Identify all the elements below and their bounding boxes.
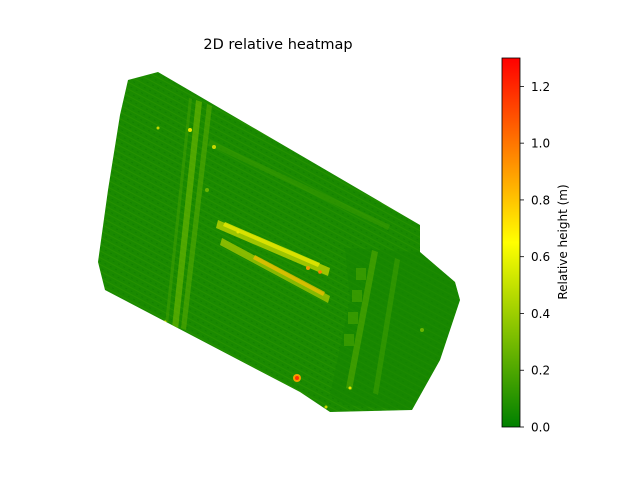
strip-left-2 bbox=[181, 104, 212, 330]
colorbar-tick-label: 1.0 bbox=[531, 137, 550, 151]
hotspot-9 bbox=[324, 405, 328, 409]
heatmap-area bbox=[98, 72, 460, 412]
ridge-upper bbox=[208, 140, 390, 230]
chart-title: 2D relative heatmap bbox=[203, 37, 352, 53]
hotspot-11 bbox=[205, 188, 209, 192]
heatmap-features bbox=[156, 98, 460, 410]
colorbar-tick-label: 0.6 bbox=[531, 250, 550, 264]
annex-column-2 bbox=[373, 258, 400, 395]
annex-square-3 bbox=[348, 312, 358, 324]
annex-square-1 bbox=[356, 268, 366, 280]
colorbar-tick-label: 0.0 bbox=[531, 421, 550, 435]
hotspot-10 bbox=[420, 328, 424, 332]
annex-column-1 bbox=[346, 250, 378, 390]
hotspot-8 bbox=[163, 320, 167, 324]
hotspot-3 bbox=[156, 126, 160, 130]
hotspot-7 bbox=[236, 230, 240, 234]
colorbar-body bbox=[501, 57, 521, 428]
colorbar-label: Relative height (m) bbox=[556, 184, 570, 299]
annex-square-2 bbox=[352, 290, 362, 302]
hotspot-12 bbox=[348, 386, 352, 390]
strip-left-3 bbox=[165, 98, 192, 325]
annex-square-4 bbox=[344, 334, 354, 346]
band-lower-core bbox=[253, 255, 325, 296]
hotspot-5 bbox=[306, 266, 310, 270]
colorbar: 0.0 0.2 0.4 0.6 0.8 1.0 1.2 Relative height (m… bbox=[501, 57, 570, 435]
hotspot-2 bbox=[188, 128, 192, 132]
hotspot-4 bbox=[212, 145, 216, 149]
annex-block bbox=[330, 248, 460, 410]
hotspot-1-core bbox=[295, 376, 299, 380]
colorbar-tick-label: 0.2 bbox=[531, 364, 550, 378]
hotspot-6 bbox=[318, 270, 322, 274]
colorbar-tick-label: 1.2 bbox=[531, 80, 550, 94]
colorbar-tick-label: 0.4 bbox=[531, 307, 550, 321]
colorbar-ticks: 0.0 0.2 0.4 0.6 0.8 1.0 1.2 bbox=[520, 80, 550, 435]
strip-left-1 bbox=[172, 100, 202, 330]
band-upper-core bbox=[223, 222, 320, 267]
colorbar-tick-label: 0.8 bbox=[531, 193, 550, 207]
